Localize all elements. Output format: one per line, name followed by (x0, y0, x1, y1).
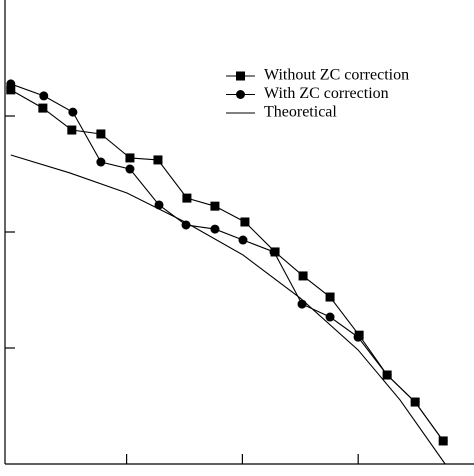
square-marker (182, 193, 192, 203)
square-marker (210, 201, 220, 211)
circle-marker (438, 436, 448, 446)
circle-marker (297, 299, 307, 309)
circle-marker (68, 107, 78, 117)
square-marker (6, 85, 16, 95)
circle-marker (154, 200, 164, 210)
circle-marker (96, 157, 106, 167)
circle-marker (6, 79, 16, 89)
series-line (10, 83, 444, 442)
circle-marker (210, 224, 220, 234)
series-line (10, 154, 446, 465)
legend-label: Without ZC correction (264, 67, 409, 84)
circle-marker (125, 164, 135, 174)
legend-label: Theoretical (264, 104, 337, 121)
circle-marker (39, 91, 49, 101)
square-marker (240, 217, 250, 227)
circle-marker (236, 90, 245, 99)
square-marker (325, 292, 335, 302)
square-marker (236, 71, 245, 81)
square-marker (298, 271, 308, 281)
circle-marker (353, 332, 363, 342)
square-marker (125, 153, 135, 163)
square-marker (96, 129, 106, 139)
series-line (10, 89, 444, 442)
square-marker (67, 125, 77, 135)
circle-marker (410, 397, 420, 407)
circle-marker (325, 312, 335, 322)
square-marker (153, 155, 163, 165)
circle-marker (382, 370, 392, 380)
square-marker (38, 103, 48, 113)
circle-marker (238, 235, 248, 245)
circle-marker (181, 220, 191, 230)
legend-label: With ZC correction (264, 85, 389, 102)
circle-marker (269, 247, 279, 257)
